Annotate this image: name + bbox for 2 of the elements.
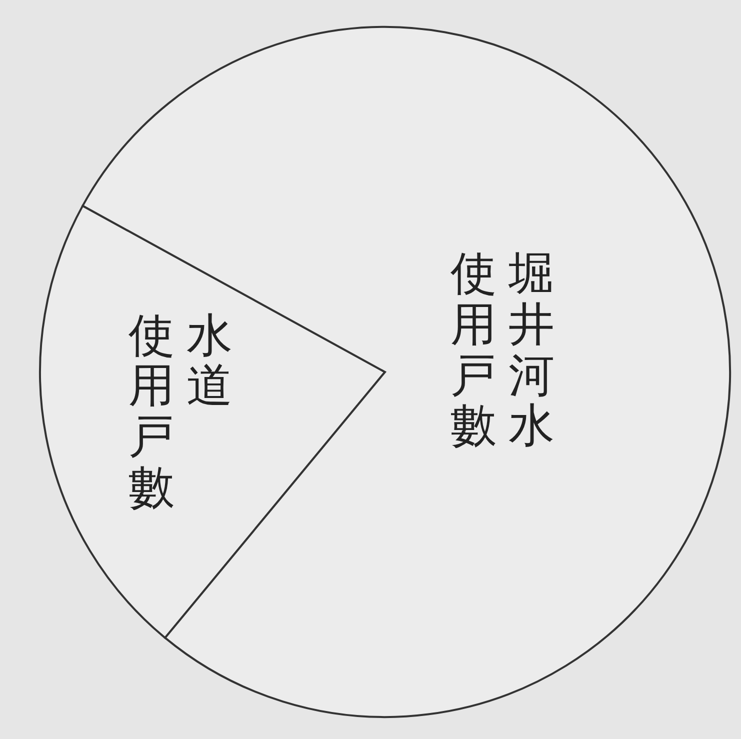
slice-label: 水道使用戸數 <box>128 308 234 514</box>
category-label: 堀井河水使用戸數 <box>450 246 555 452</box>
